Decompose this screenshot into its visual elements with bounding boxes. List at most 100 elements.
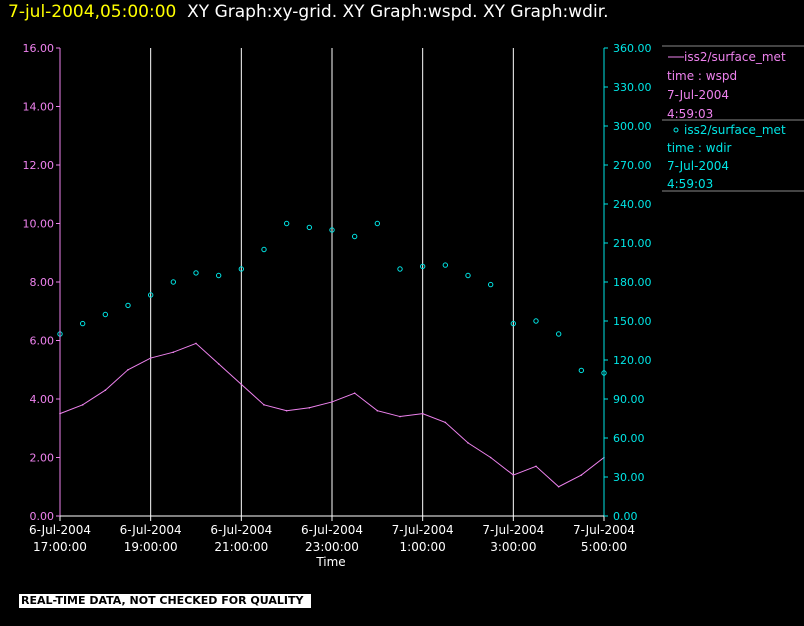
legend-wspd-variable: time : wspd bbox=[667, 69, 737, 83]
legend: iss2/surface_met time : wspd 7-Jul-2004 … bbox=[662, 45, 804, 192]
legend-wdir-time: 4:59:03 bbox=[667, 177, 713, 191]
legend-wspd-date: 7-Jul-2004 bbox=[667, 88, 729, 102]
tick-labels: 6-Jul-2004 17:00:00 6-Jul-2004 19:00:00 6-Ju… bbox=[23, 42, 652, 554]
x-tick-time: 3:00:00 bbox=[490, 540, 536, 554]
wspd-point bbox=[285, 409, 288, 412]
y-right-tick-label: 240.00 bbox=[613, 198, 652, 211]
vertical-grid bbox=[150, 48, 514, 516]
wdir-point bbox=[125, 302, 131, 309]
x-tick-date: 6-Jul-2004 bbox=[120, 523, 182, 537]
wspd-point bbox=[127, 368, 129, 371]
y-right-tick-label: 360.00 bbox=[613, 42, 652, 55]
wspd-point bbox=[512, 474, 515, 476]
x-tick-time: 1:00:00 bbox=[400, 540, 446, 554]
wdir-point bbox=[419, 263, 426, 270]
wspd-point bbox=[149, 357, 152, 359]
y-right-tick-label: 120.00 bbox=[613, 354, 652, 367]
legend-wdir-date: 7-Jul-2004 bbox=[667, 159, 729, 173]
wdir-point bbox=[510, 320, 517, 327]
wdir-point bbox=[79, 320, 86, 327]
wspd-point bbox=[353, 392, 356, 394]
wspd-point bbox=[81, 404, 84, 406]
y-left-tick-label: 12.00 bbox=[23, 159, 55, 172]
quality-banner: REAL-TIME DATA, NOT CHECKED FOR QUALITY bbox=[19, 594, 311, 608]
wspd-point bbox=[104, 389, 107, 392]
wspd-point bbox=[172, 351, 175, 354]
wspd-point bbox=[580, 474, 583, 476]
y-right-tick-label: 300.00 bbox=[613, 120, 652, 133]
wspd-point bbox=[263, 404, 265, 406]
y-left-tick-label: 2.00 bbox=[30, 452, 55, 465]
y-left-tick-label: 0.00 bbox=[30, 510, 55, 523]
y-left-tick-label: 10.00 bbox=[23, 218, 55, 231]
y-left-tick-label: 4.00 bbox=[30, 393, 55, 406]
y-left-tick-label: 14.00 bbox=[23, 101, 55, 114]
wdir-point bbox=[329, 227, 335, 233]
wspd-point bbox=[308, 406, 311, 409]
x-tick-time: 23:00:00 bbox=[305, 540, 359, 554]
wspd-point bbox=[421, 412, 424, 415]
y-right-tick-label: 90.00 bbox=[613, 393, 645, 406]
y-right-tick-label: 150.00 bbox=[613, 315, 652, 328]
legend-wdir-swatch bbox=[673, 127, 679, 133]
wdir-point bbox=[102, 311, 109, 318]
wspd-point bbox=[240, 383, 243, 386]
wdir-point bbox=[442, 262, 449, 268]
legend-wdir-name: iss2/surface_met bbox=[684, 123, 786, 137]
wdir-point bbox=[193, 270, 199, 276]
wspd-point bbox=[195, 342, 197, 345]
x-tick-date: 6-Jul-2004 bbox=[29, 523, 91, 537]
title-date: 7-jul-2004,05:00:00 bbox=[8, 2, 177, 22]
wdir-point bbox=[283, 220, 290, 227]
y-right-tick-label: 270.00 bbox=[613, 159, 652, 172]
x-tick-time: 5:00:00 bbox=[581, 540, 627, 554]
x-tick-date: 6-Jul-2004 bbox=[210, 523, 272, 537]
wdir-point bbox=[533, 318, 539, 324]
y-right-tick-label: 60.00 bbox=[613, 432, 645, 445]
y-left-tick-label: 16.00 bbox=[23, 42, 55, 55]
wspd-point bbox=[557, 485, 560, 488]
x-tick-time: 21:00:00 bbox=[214, 540, 268, 554]
legend-wspd-time: 4:59:03 bbox=[667, 107, 713, 121]
x-tick-date: 6-Jul-2004 bbox=[301, 523, 363, 537]
y-right-tick-label: 180.00 bbox=[613, 276, 652, 289]
wspd-point bbox=[489, 456, 492, 459]
legend-wspd-name: iss2/surface_met bbox=[684, 50, 786, 64]
wspd-point bbox=[535, 465, 537, 468]
wdir-point bbox=[351, 233, 358, 240]
x-tick-date: 7-Jul-2004 bbox=[392, 523, 454, 537]
title-graphs: XY Graph:xy-grid. XY Graph:wspd. XY Grap… bbox=[187, 2, 609, 22]
wdir-point bbox=[238, 266, 245, 272]
wdir-point bbox=[487, 281, 494, 288]
title-bar: 7-jul-2004,05:00:00 XY Graph:xy-grid. XY… bbox=[8, 2, 609, 22]
wdir-point bbox=[261, 246, 267, 253]
x-axis-label: Time bbox=[315, 555, 345, 569]
wspd-point bbox=[467, 442, 469, 444]
y-left-tick-label: 6.00 bbox=[30, 335, 55, 348]
wspd-point bbox=[399, 415, 401, 418]
y-right-tick-label: 0.00 bbox=[613, 510, 638, 523]
wdir-point bbox=[578, 367, 585, 374]
x-tick-date: 7-Jul-2004 bbox=[482, 523, 544, 537]
wspd-point bbox=[376, 409, 379, 412]
wspd-point bbox=[217, 363, 220, 365]
wdir-point bbox=[170, 279, 177, 285]
wdir-point bbox=[306, 224, 313, 231]
wdir-point bbox=[465, 272, 471, 279]
y-right-tick-label: 30.00 bbox=[613, 471, 645, 484]
wspd-series bbox=[59, 342, 605, 488]
x-tick-time: 17:00:00 bbox=[33, 540, 87, 554]
x-tick-date: 7-Jul-2004 bbox=[573, 523, 635, 537]
y-right-tick-label: 210.00 bbox=[613, 237, 652, 250]
wdir-point bbox=[147, 292, 154, 298]
y-right-tick-label: 330.00 bbox=[613, 81, 652, 94]
y-left-tick-label: 8.00 bbox=[30, 276, 55, 289]
wspd-point bbox=[331, 401, 333, 403]
x-tick-time: 19:00:00 bbox=[124, 540, 178, 554]
wdir-point bbox=[215, 272, 222, 279]
wdir-point bbox=[374, 220, 381, 227]
wdir-point bbox=[397, 266, 403, 272]
legend-wdir-variable: time : wdir bbox=[667, 141, 732, 155]
wdir-point bbox=[555, 331, 562, 337]
